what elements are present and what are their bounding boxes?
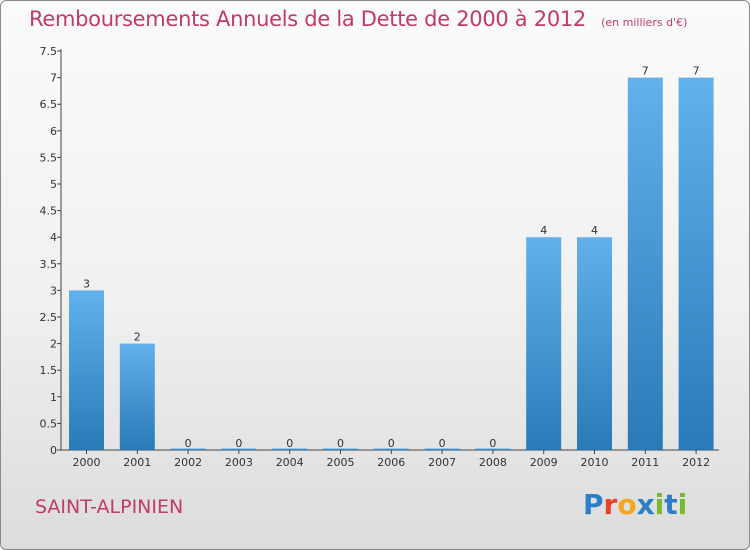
y-tick-label: 7 (50, 72, 57, 85)
y-tick-label: 5 (50, 178, 57, 191)
bar (526, 237, 562, 450)
x-tick-label: 2004 (276, 456, 304, 469)
logo-letter: o (617, 488, 637, 521)
bar (323, 448, 358, 450)
y-tick-label: 0.5 (40, 417, 58, 430)
y-tick-label: 2 (50, 338, 57, 351)
x-tick-label: 2002 (174, 456, 202, 469)
y-tick-label: 1 (50, 391, 57, 404)
bar (373, 448, 409, 450)
data-label: 0 (286, 437, 293, 450)
x-tick-label: 2006 (377, 456, 405, 469)
x-tick-label: 2007 (428, 456, 456, 469)
data-label: 0 (489, 437, 496, 450)
y-tick-label: 4 (50, 231, 57, 244)
y-tick-label: 6 (50, 125, 57, 138)
chart-title: Remboursements Annuels de la Dette de 20… (29, 7, 586, 31)
bar (221, 448, 257, 450)
x-tick-label: 2009 (530, 456, 558, 469)
bar (678, 77, 714, 450)
bar (272, 448, 308, 450)
y-tick-label: 1.5 (40, 364, 58, 377)
logo-letter: t (664, 488, 678, 521)
logo-letter: x (636, 488, 655, 521)
y-tick-label: 0 (50, 444, 57, 457)
y-tick-label: 3 (50, 284, 57, 297)
x-tick-label: 2000 (73, 456, 101, 469)
y-tick-label: 3.5 (40, 258, 58, 271)
bar (424, 448, 460, 450)
logo-letter: i (677, 488, 688, 521)
commune-name: SAINT-ALPINIEN (35, 496, 184, 518)
data-label: 7 (642, 65, 649, 78)
y-tick-label: 5.5 (40, 151, 58, 164)
data-label: 0 (185, 437, 192, 450)
data-label: 0 (388, 437, 395, 450)
logo-letter: r (603, 488, 618, 521)
bar (577, 237, 612, 450)
data-label: 0 (235, 437, 242, 450)
x-tick-label: 2011 (631, 456, 659, 469)
bar (69, 290, 104, 450)
x-tick-label: 2001 (123, 456, 151, 469)
y-tick-label: 2.5 (40, 311, 58, 324)
logo-letter: i (654, 488, 665, 521)
bar (627, 77, 663, 450)
x-tick-label: 2012 (682, 456, 710, 469)
y-tick-label: 6.5 (40, 98, 58, 111)
data-label: 0 (439, 437, 446, 450)
x-tick-label: 2003 (225, 456, 253, 469)
data-label: 2 (134, 331, 141, 344)
bar (119, 343, 155, 450)
x-tick-label: 2010 (581, 456, 609, 469)
data-label: 4 (540, 224, 547, 237)
data-label: 3 (83, 277, 90, 290)
bar (475, 448, 511, 450)
bar (170, 448, 206, 450)
data-label: 0 (337, 437, 344, 450)
data-label: 4 (591, 224, 598, 237)
proxiti-logo[interactable]: Proxiti (583, 488, 687, 521)
x-tick-label: 2005 (327, 456, 355, 469)
chart-subtitle: (en milliers d'€) (601, 16, 688, 29)
data-label: 7 (693, 65, 700, 78)
logo-letter: P (583, 488, 604, 521)
x-tick-label: 2008 (479, 456, 507, 469)
title-row: Remboursements Annuels de la Dette de 20… (29, 7, 687, 31)
y-tick-label: 7.5 (40, 45, 58, 58)
y-tick-label: 4.5 (40, 205, 58, 218)
